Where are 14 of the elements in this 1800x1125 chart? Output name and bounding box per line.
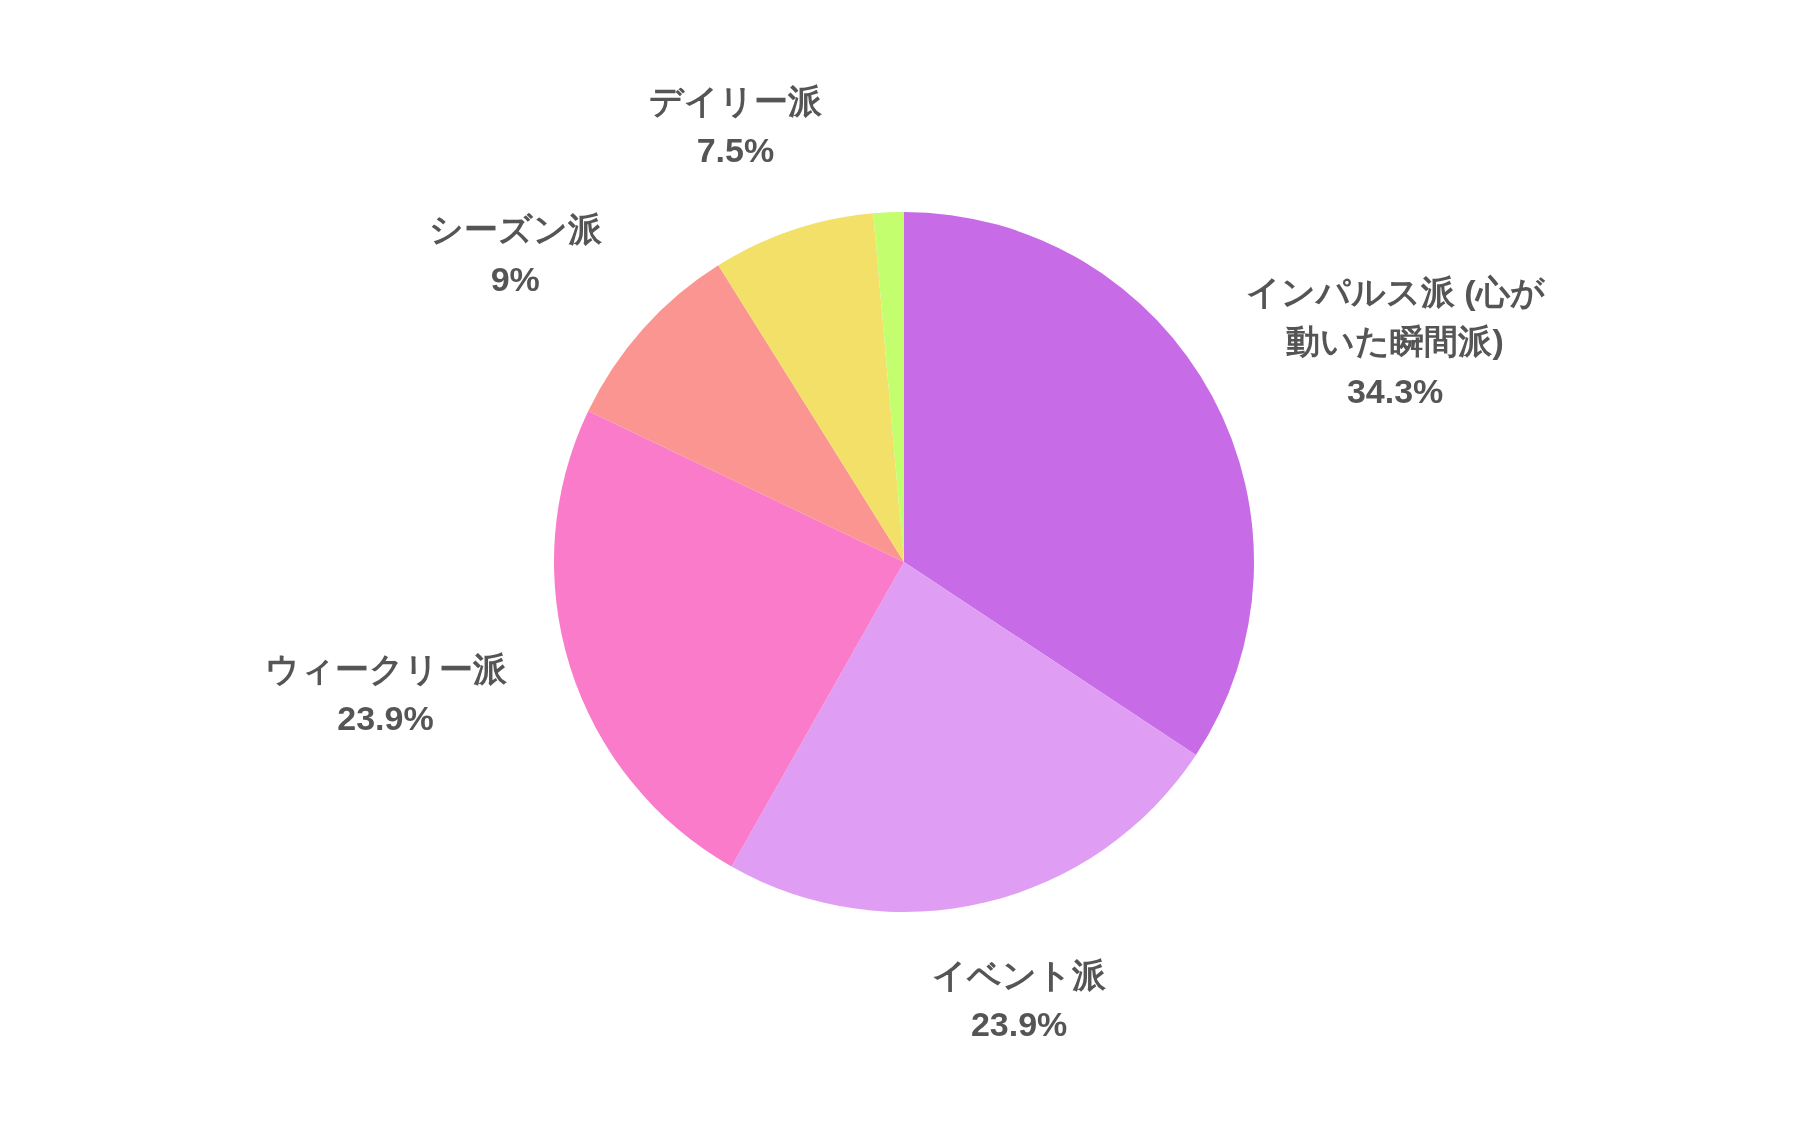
slice-label: インパルス派 (心が動いた瞬間派) bbox=[1245, 273, 1546, 361]
pie-slice bbox=[588, 265, 904, 562]
data-label: 9% bbox=[490, 259, 540, 298]
slice-label: シーズン派 bbox=[428, 210, 603, 249]
slice-label: ウィークリー派 bbox=[264, 649, 508, 688]
slice-label: イベント派 bbox=[932, 955, 1108, 994]
slice-label: デイリー派 bbox=[648, 81, 823, 120]
pie-slice bbox=[554, 410, 904, 867]
data-label: 34.3% bbox=[1346, 371, 1444, 410]
data-label: 23.9% bbox=[337, 699, 434, 738]
data-label: 7.5% bbox=[696, 131, 775, 170]
pie-slice bbox=[731, 562, 1196, 912]
pie-slice bbox=[718, 213, 904, 562]
data-label: 23.9% bbox=[970, 1004, 1068, 1043]
